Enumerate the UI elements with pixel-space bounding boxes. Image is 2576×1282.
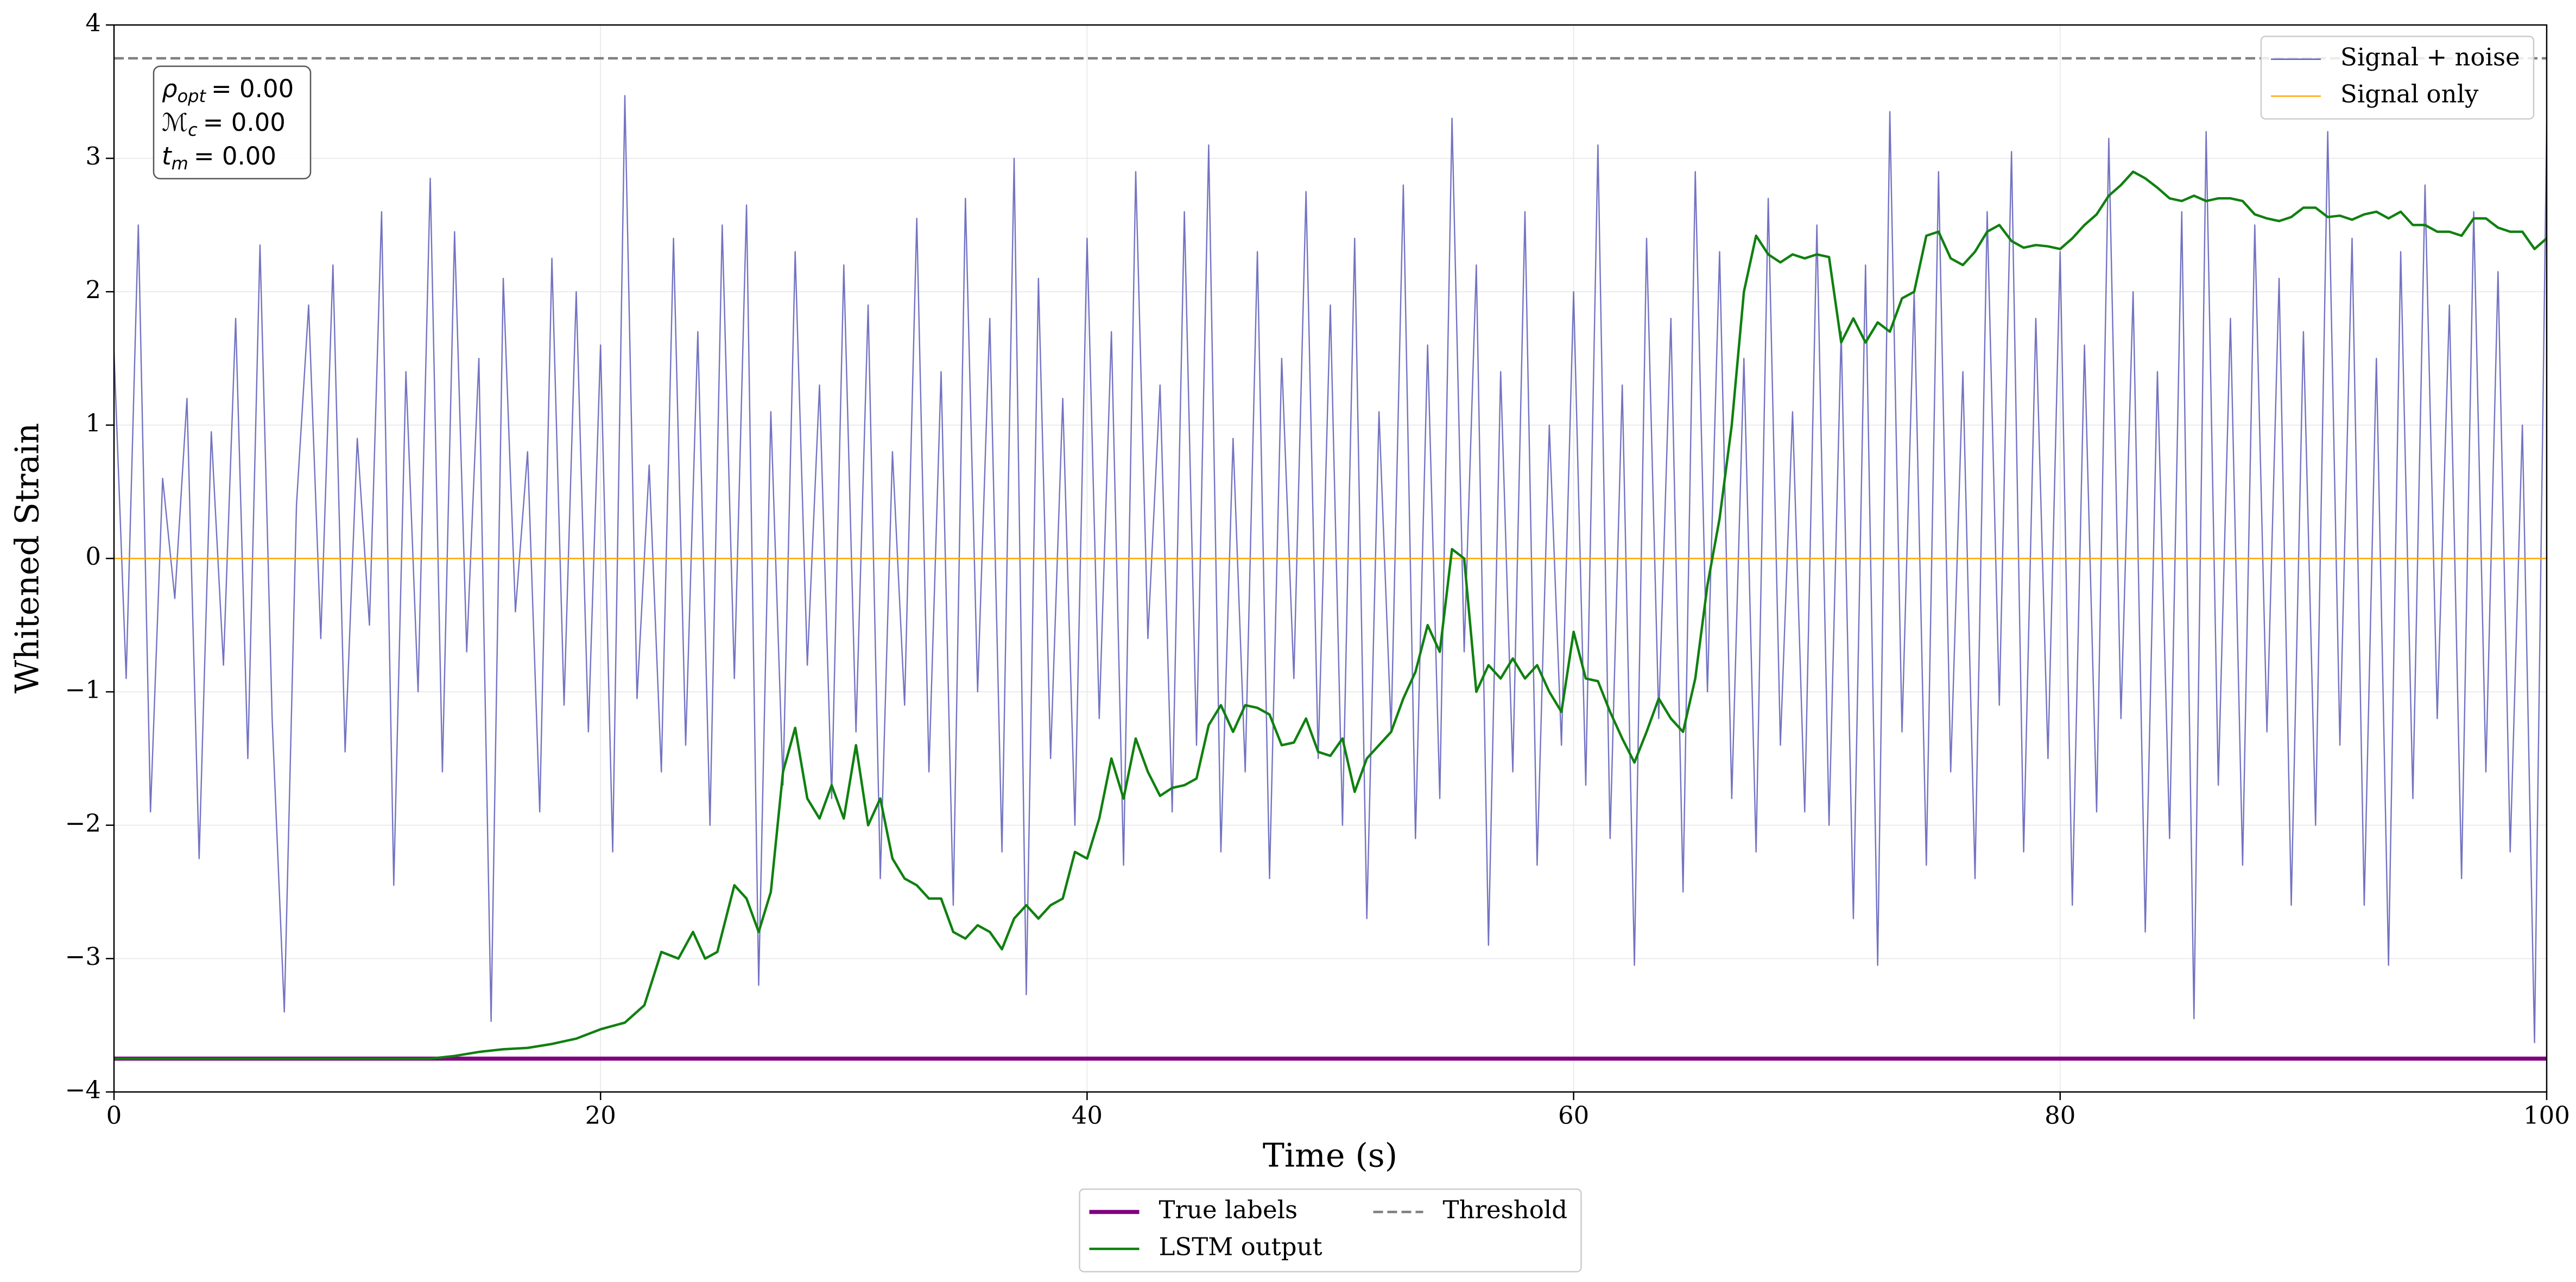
y-tick-label: −2 bbox=[65, 809, 101, 837]
annotation-subscript: m bbox=[172, 153, 188, 174]
annotation-box bbox=[153, 65, 312, 180]
legend-label: Signal + noise bbox=[2340, 43, 2520, 72]
x-tick-label: 80 bbox=[2045, 1101, 2075, 1130]
x-tick-label: 0 bbox=[106, 1101, 122, 1130]
y-tick-label: −1 bbox=[65, 675, 101, 704]
legend-label: Threshold bbox=[1443, 1196, 1568, 1224]
annotation-line: ρopt = 0.00 bbox=[162, 74, 294, 106]
legend-box bbox=[2260, 35, 2535, 120]
series-line bbox=[114, 170, 2547, 1060]
x-tick-label: 40 bbox=[1072, 1101, 1103, 1130]
annotation-symbol: t bbox=[162, 142, 173, 170]
legend-box bbox=[1079, 1188, 1582, 1273]
legend-label: LSTM output bbox=[1159, 1233, 1322, 1261]
x-tick-label: 60 bbox=[1558, 1101, 1589, 1130]
x-tick-label: 20 bbox=[585, 1101, 616, 1130]
x-axis-label: Time (s) bbox=[1263, 1137, 1397, 1175]
y-tick-label: 2 bbox=[85, 275, 101, 304]
annotation-value: = 0.00 bbox=[194, 142, 276, 170]
annotation-value: = 0.00 bbox=[211, 74, 294, 103]
x-tick-label: 100 bbox=[2523, 1101, 2570, 1130]
annotation-symbol: ℳ bbox=[162, 108, 188, 137]
plot-frame bbox=[113, 24, 2548, 1093]
annotation-symbol: ρ bbox=[162, 74, 178, 103]
y-tick-label: −3 bbox=[65, 942, 101, 971]
annotation-value: = 0.00 bbox=[203, 108, 286, 137]
y-tick-label: 3 bbox=[85, 142, 101, 170]
y-tick-label: −4 bbox=[65, 1076, 101, 1104]
legend-label: Signal only bbox=[2340, 80, 2479, 109]
y-tick-label: 0 bbox=[85, 542, 101, 571]
y-axis-label: Whitened Strain bbox=[9, 423, 47, 693]
y-tick-label: 1 bbox=[85, 408, 101, 437]
annotation-subscript: c bbox=[188, 119, 198, 140]
annotation-line: tm = 0.00 bbox=[162, 142, 276, 174]
legend-label: True labels bbox=[1159, 1196, 1298, 1224]
y-tick-label: 4 bbox=[85, 9, 101, 37]
annotation-line: ℳc = 0.00 bbox=[162, 108, 286, 140]
annotation-subscript: opt bbox=[178, 86, 207, 106]
